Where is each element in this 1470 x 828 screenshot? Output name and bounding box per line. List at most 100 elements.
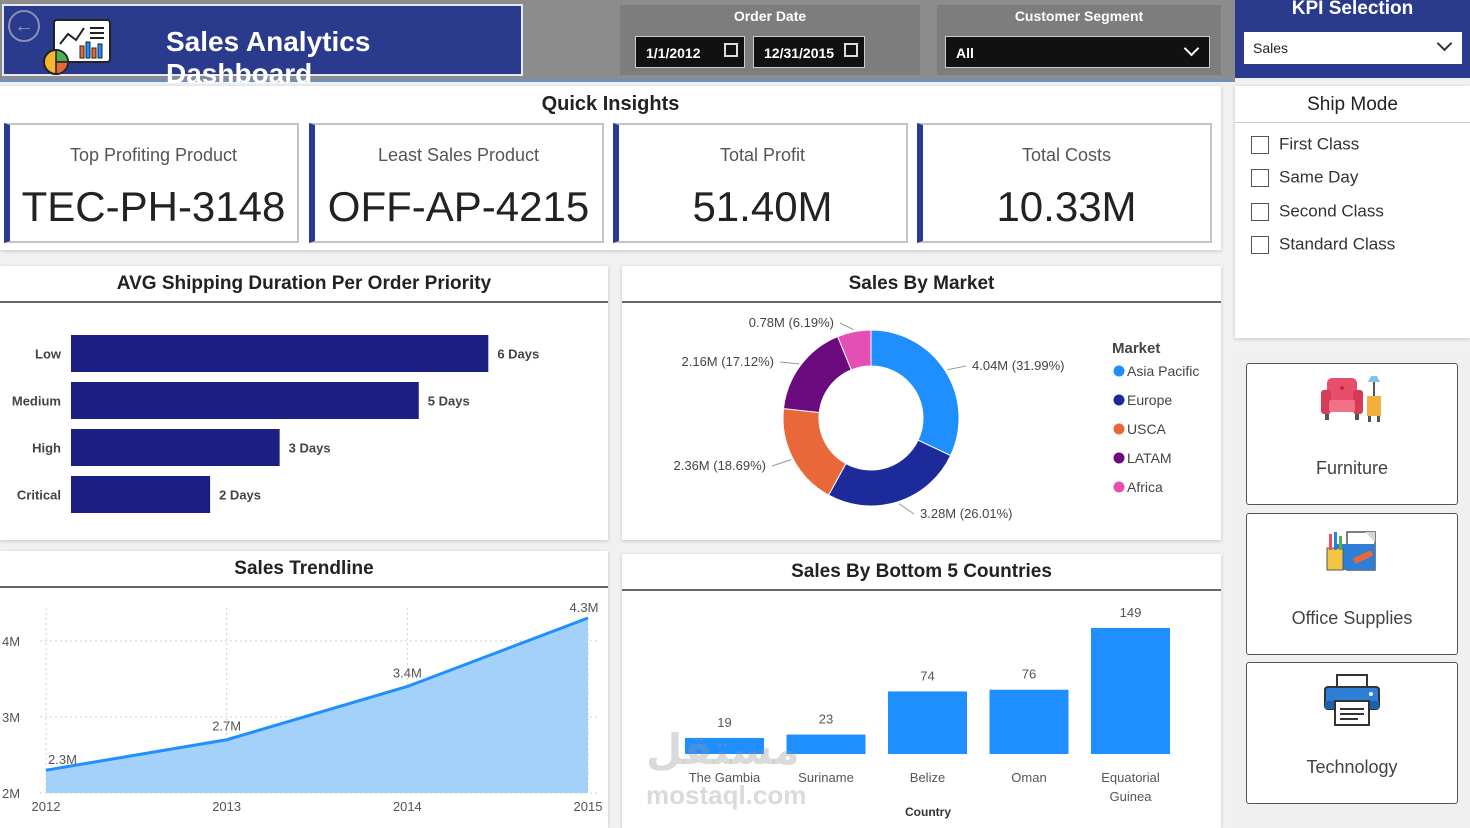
data-label: 74: [920, 668, 934, 683]
data-label: 2.3M: [48, 752, 77, 767]
title-banner: ← Sales Analytics Dashboard: [2, 4, 523, 89]
data-label: 5 Days: [428, 394, 470, 409]
category-button-office-supplies[interactable]: Office Supplies: [1246, 513, 1458, 655]
checkbox[interactable]: [1251, 168, 1269, 187]
legend-title: Market: [1112, 340, 1160, 357]
data-label: 2.16M (17.12%): [682, 354, 775, 369]
kpi-card-value: 51.40M: [692, 183, 833, 230]
bar: [685, 737, 764, 754]
x-tick-label: Equatorial: [1101, 770, 1160, 785]
chevron-down-icon[interactable]: [1436, 35, 1453, 52]
calendar-icon[interactable]: [844, 43, 858, 57]
data-label: 6 Days: [497, 347, 539, 362]
kpi-card-total-costs: Total Costs 10.33M: [917, 123, 1212, 243]
bar: [71, 335, 489, 372]
x-tick-label: 2014: [393, 799, 422, 814]
end-date-input[interactable]: 12/31/2015: [753, 36, 865, 68]
bar: [71, 429, 280, 466]
printer-icon: [1324, 674, 1380, 726]
bar: [1091, 628, 1170, 754]
bar: [71, 476, 211, 513]
customer-segment-select[interactable]: All: [945, 36, 1210, 68]
order-date-label: Order Date: [733, 8, 807, 24]
legend-entry: Africa: [1127, 479, 1163, 495]
data-label: 3.4M: [393, 665, 422, 680]
chevron-down-icon[interactable]: [1183, 40, 1200, 57]
x-tick-label: 2012: [32, 799, 61, 814]
data-label: 2.7M: [212, 719, 241, 734]
leader-line: [779, 361, 800, 365]
office-supplies-icon: [1326, 531, 1376, 571]
kpi-card-value: 10.33M: [996, 183, 1137, 230]
kpi-card-label: Least Sales Product: [377, 145, 540, 165]
legend-marker: [1113, 452, 1125, 464]
legend-entry: Asia Pacific: [1127, 363, 1199, 379]
data-label: 3.28M (26.01%): [920, 506, 1013, 521]
ship-mode-option-label: Standard Class: [1279, 234, 1396, 254]
kpi-select[interactable]: Sales: [1244, 32, 1462, 64]
divider: [0, 301, 608, 303]
end-date-value: 12/31/2015: [764, 45, 835, 61]
avg-shipping-duration-chart-panel: AVG Shipping Duration Per Order Priority…: [0, 266, 608, 540]
start-date-value: 1/1/2012: [646, 45, 701, 61]
bar: [71, 382, 419, 419]
watermark-text: mostaql.com: [646, 780, 807, 810]
legend-entry: Europe: [1127, 392, 1172, 408]
category-button-technology[interactable]: Technology: [1246, 662, 1458, 804]
y-tick-label: Critical: [17, 488, 61, 503]
checkbox[interactable]: [1251, 235, 1269, 254]
kpi-select-value: Sales: [1253, 40, 1289, 56]
divider: [622, 589, 1221, 591]
leader-line: [771, 459, 792, 467]
ship-mode-option-label: First Class: [1279, 134, 1360, 154]
calendar-icon[interactable]: [724, 43, 738, 57]
pie-slice: [870, 329, 960, 457]
data-label: 76: [1022, 667, 1036, 682]
leader-line: [898, 503, 915, 515]
bar: [888, 691, 967, 754]
data-label: 149: [1120, 605, 1142, 620]
category-button-label: Technology: [1306, 757, 1398, 777]
x-tick-label: Guinea: [1110, 789, 1153, 804]
watermark: مستقل mostaql.com: [646, 725, 846, 815]
divider: [1235, 122, 1470, 123]
bar: [989, 689, 1069, 754]
chart-title: Sales Trendline: [234, 558, 374, 579]
ship-mode-option-standard-class[interactable]: Standard Class: [1251, 234, 1395, 258]
data-label: 2.36M (18.69%): [674, 458, 767, 473]
chart-title: Sales By Market: [848, 273, 995, 294]
x-tick-label: The Gambia: [689, 770, 761, 785]
start-date-input[interactable]: 1/1/2012: [635, 36, 745, 68]
bar: [786, 734, 866, 754]
legend-entry: LATAM: [1127, 450, 1172, 466]
kpi-card-value: OFF-AP-4215: [327, 183, 590, 230]
kpi-selection-label: KPI Selection: [1291, 0, 1414, 19]
y-tick-label: Low: [35, 347, 62, 362]
avg-shipping-duration-chart: Low 6 Days Medium 5 Days High 3 Days Critical 2…: [12, 335, 539, 513]
kpi-card-value: TEC-PH-3148: [21, 183, 286, 230]
ship-mode-option-same-day[interactable]: Same Day: [1251, 167, 1358, 191]
ship-mode-option-first-class[interactable]: First Class: [1251, 134, 1359, 158]
checkbox[interactable]: [1251, 202, 1269, 221]
data-label: 4.04M (31.99%): [972, 358, 1065, 373]
ship-mode-option-second-class[interactable]: Second Class: [1251, 201, 1384, 225]
series-line: [45, 616, 589, 772]
leader-line: [839, 322, 854, 331]
checkbox[interactable]: [1251, 135, 1269, 154]
y-tick-label: High: [32, 441, 61, 456]
legend-marker: [1113, 481, 1125, 493]
kpi-card-top-profiting-product: Top Profiting Product TEC-PH-3148: [4, 123, 299, 243]
data-label: 2 Days: [219, 488, 261, 503]
divider: [622, 301, 1221, 303]
kpi-card-label: Total Costs: [1021, 145, 1112, 165]
leader-line: [946, 365, 967, 371]
x-tick-label: Oman: [1011, 770, 1046, 785]
quick-insights-title: Quick Insights: [541, 93, 680, 115]
back-arrow-icon[interactable]: ←: [8, 10, 40, 42]
legend-marker: [1113, 394, 1125, 406]
data-label: 0.78M (6.19%): [749, 315, 834, 330]
category-button-furniture[interactable]: Furniture: [1246, 363, 1458, 505]
x-tick-label: 2013: [212, 799, 241, 814]
customer-segment-filter: Customer Segment All: [937, 5, 1221, 75]
y-tick-label: 2M: [2, 786, 20, 801]
